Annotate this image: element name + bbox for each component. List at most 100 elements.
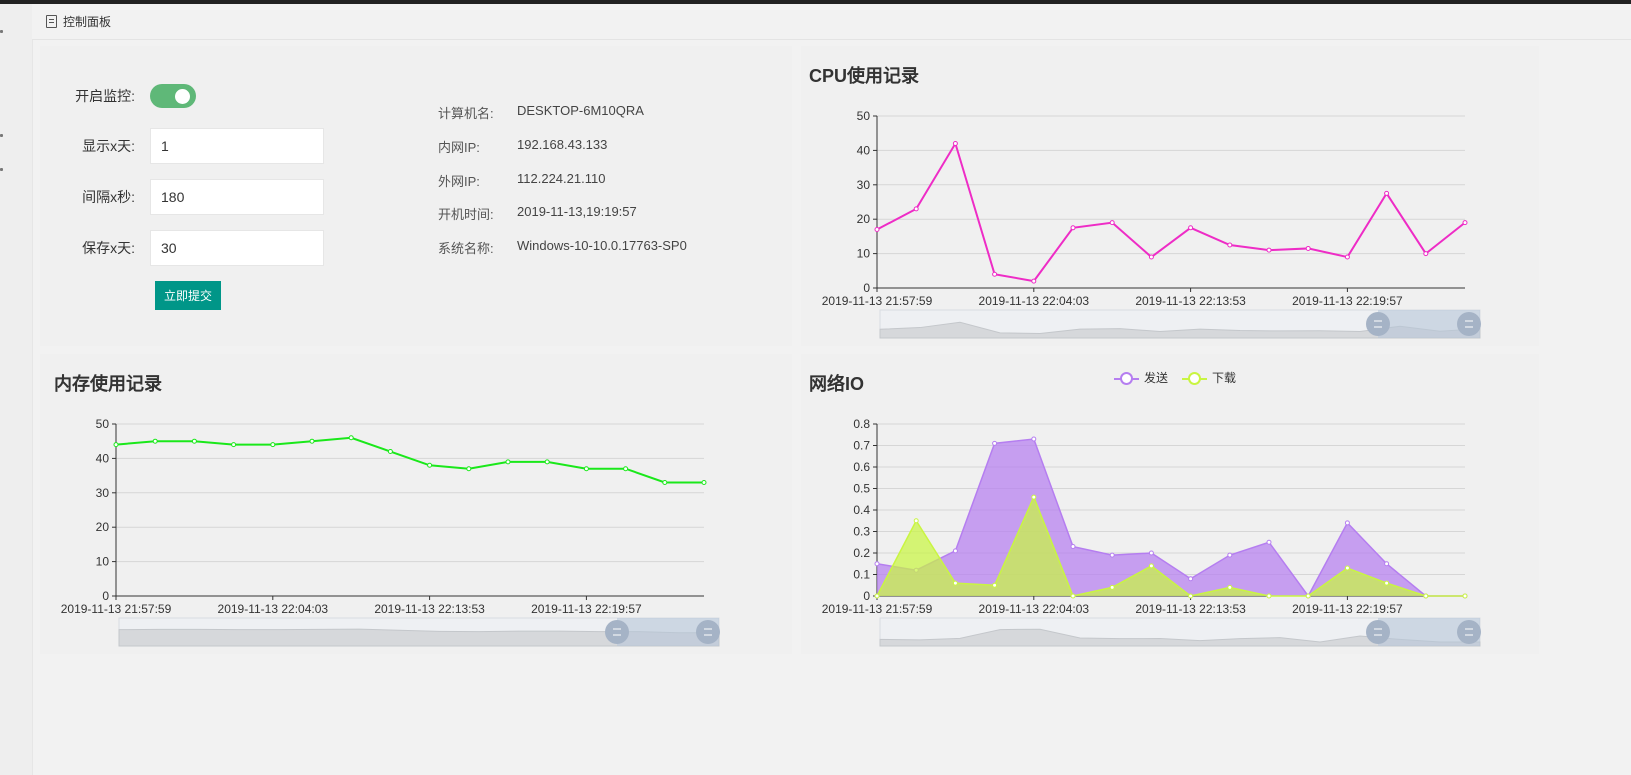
data-point xyxy=(1148,254,1154,260)
info-row-wan-ip: 外网IP: 112.224.21.110 xyxy=(438,171,605,190)
data-point xyxy=(1423,593,1429,599)
x-tick-label: 2019-11-13 22:19:57 xyxy=(531,602,642,616)
zoom-handle xyxy=(1366,620,1390,644)
y-tick-label: 10 xyxy=(857,247,871,261)
zoom-handle xyxy=(605,620,629,644)
data-point xyxy=(662,479,668,485)
keep-row: 保存x天: xyxy=(40,230,324,266)
data-point xyxy=(1305,593,1311,599)
window-top-border xyxy=(0,0,1631,4)
info-label: 外网IP: xyxy=(438,174,480,189)
data-point xyxy=(1384,580,1390,586)
legend-item-download[interactable]: 下载 xyxy=(1182,369,1236,386)
data-point xyxy=(913,206,919,212)
y-tick-label: 0.8 xyxy=(853,417,870,431)
y-tick-label: 0 xyxy=(863,281,870,295)
sidebar-marker xyxy=(0,30,3,33)
data-point xyxy=(701,479,707,485)
data-point xyxy=(992,440,998,446)
x-tick-label: 2019-11-13 22:13:53 xyxy=(1135,602,1246,616)
keep-input[interactable] xyxy=(150,230,324,266)
data-point xyxy=(1344,520,1350,526)
zoom-handle xyxy=(1457,620,1481,644)
memory-chart: 0 10 20 30 40 50 2019-11-13 21:57:59 2019-11-13… xyxy=(61,417,720,647)
data-point xyxy=(191,438,197,444)
data-point xyxy=(1423,251,1429,257)
y-tick-label: 0.2 xyxy=(853,546,870,560)
data-point xyxy=(1462,593,1468,599)
data-point xyxy=(1462,220,1468,226)
data-point xyxy=(1266,247,1272,253)
data-point xyxy=(1070,544,1076,550)
legend-label: 发送 xyxy=(1144,371,1169,385)
info-value: DESKTOP-6M10QRA xyxy=(517,103,644,118)
legend-label: 下载 xyxy=(1212,371,1237,385)
info-value: Windows-10-10.0.17763-SP0 xyxy=(517,238,687,253)
y-tick-label: 40 xyxy=(857,143,871,157)
y-tick-label: 30 xyxy=(96,486,110,500)
y-tick-label: 20 xyxy=(857,212,871,226)
data-point xyxy=(231,442,237,448)
data-point xyxy=(1227,584,1233,590)
y-tick-label: 0 xyxy=(102,589,109,603)
data-point xyxy=(874,593,880,599)
y-tick-label: 0.1 xyxy=(853,568,870,582)
series-line xyxy=(876,438,1465,598)
info-row-os-name: 系统名称: Windows-10-10.0.17763-SP0 xyxy=(438,238,687,257)
data-point xyxy=(387,449,393,455)
y-tick-label: 40 xyxy=(96,451,110,465)
data-point xyxy=(952,580,958,586)
data-point xyxy=(1109,584,1115,590)
data-point xyxy=(874,561,880,567)
interval-input[interactable] xyxy=(150,179,324,215)
tab-bar: 控制面板 xyxy=(32,4,1631,40)
data-point xyxy=(1148,550,1154,556)
legend-item-send[interactable]: 发送 xyxy=(1114,369,1168,386)
series-line xyxy=(876,495,1465,597)
series-line xyxy=(876,141,1466,283)
y-tick-label: 0.6 xyxy=(853,460,870,474)
network-panel xyxy=(801,354,1539,654)
info-row-lan-ip: 内网IP: 192.168.43.133 xyxy=(438,137,607,156)
y-tick-label: 10 xyxy=(96,555,110,569)
data-point xyxy=(1384,561,1390,567)
info-label: 内网IP: xyxy=(438,140,480,155)
document-icon xyxy=(46,15,57,28)
zoom-handle xyxy=(1457,312,1481,336)
days-input[interactable] xyxy=(150,128,324,164)
x-tick-label: 2019-11-13 21:57:59 xyxy=(822,602,933,616)
x-tick-label: 2019-11-13 22:19:57 xyxy=(1292,294,1403,308)
network-chart-title: 网络IO xyxy=(809,374,865,394)
tab-control-panel[interactable]: 控制面板 xyxy=(46,13,111,30)
data-point xyxy=(952,548,958,554)
monitor-row: 开启监控: xyxy=(40,84,196,108)
data-point xyxy=(1188,593,1194,599)
data-point xyxy=(1384,190,1390,196)
monitor-toggle[interactable] xyxy=(150,84,196,108)
submit-button[interactable]: 立即提交 xyxy=(155,281,221,310)
data-point xyxy=(348,435,354,441)
y-tick-label: 30 xyxy=(857,178,871,192)
data-point xyxy=(113,442,119,448)
days-row: 显示x天: xyxy=(40,128,324,164)
data-point xyxy=(466,466,472,472)
data-point xyxy=(1266,539,1272,545)
y-tick-label: 0 xyxy=(863,589,870,603)
data-point xyxy=(544,459,550,465)
data-point xyxy=(1109,552,1115,558)
data-point xyxy=(1227,552,1233,558)
y-tick-label: 0.4 xyxy=(853,503,870,517)
info-value: 2019-11-13,19:19:57 xyxy=(517,204,637,219)
data-point xyxy=(1227,242,1233,248)
info-value: 192.168.43.133 xyxy=(517,137,608,152)
data-point xyxy=(874,227,880,233)
monitor-label: 开启监控: xyxy=(75,88,135,104)
data-point xyxy=(952,141,958,147)
data-point xyxy=(583,466,589,472)
x-tick-label: 2019-11-13 21:57:59 xyxy=(822,294,933,308)
data-point xyxy=(1188,225,1194,231)
data-point xyxy=(152,438,158,444)
data-point xyxy=(1305,245,1311,251)
memory-panel xyxy=(40,354,792,654)
y-tick-label: 20 xyxy=(96,520,110,534)
